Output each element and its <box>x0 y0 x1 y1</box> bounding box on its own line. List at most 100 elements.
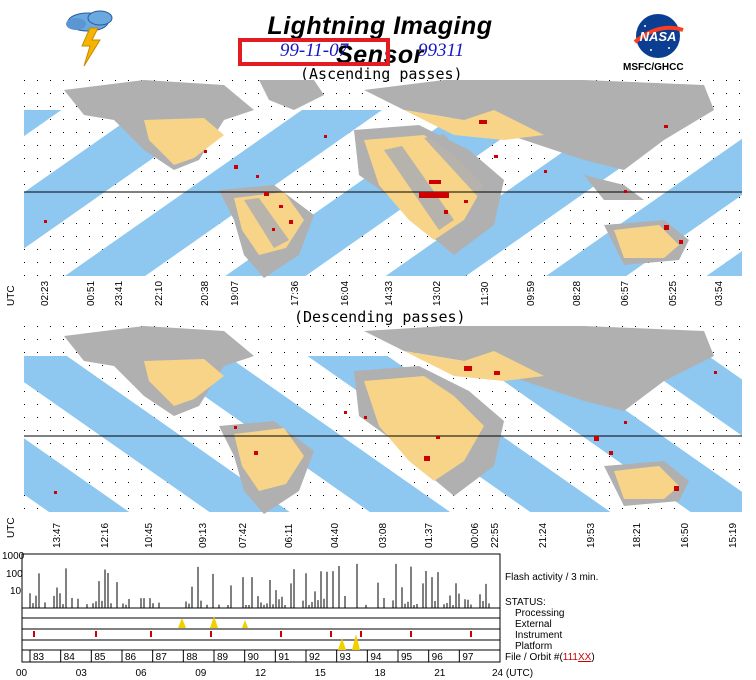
ascending-flashes <box>44 120 683 244</box>
y-ticks: 1000 100 10 <box>2 551 25 597</box>
orbit-label: 96 <box>432 652 444 663</box>
svg-text:11:30: 11:30 <box>480 281 491 306</box>
svg-text:19:53: 19:53 <box>586 523 597 548</box>
instrument-mark <box>410 631 412 637</box>
orbit-labels: 83 84 85 86 87 88 89 90 91 92 93 94 95 96 97 <box>29 650 474 663</box>
svg-text:18:21: 18:21 <box>632 523 643 548</box>
svg-text:00:06: 00:06 <box>470 523 481 548</box>
svg-text:16:50: 16:50 <box>680 523 691 548</box>
status-platform: Platform <box>515 641 552 652</box>
ascending-utc-label: UTC <box>6 285 17 306</box>
timeline-panel: 1000 100 10 83 84 85 86 87 88 89 90 91 92 93 94 95 96… <box>2 551 598 679</box>
svg-text:03:54: 03:54 <box>714 281 725 306</box>
hour-label: 24 (UTC) <box>492 668 533 679</box>
svg-text:22:55: 22:55 <box>490 523 501 548</box>
svg-text:00:51: 00:51 <box>86 281 97 306</box>
flash-activity-label: Flash activity / 3 min. <box>505 572 598 583</box>
instrument-mark <box>95 631 97 637</box>
svg-text:10: 10 <box>10 586 22 597</box>
svg-text:01:37: 01:37 <box>424 523 435 548</box>
instrument-mark <box>210 631 212 637</box>
svg-text:1000: 1000 <box>2 551 25 562</box>
status-label: STATUS: <box>505 597 546 608</box>
svg-text:09:59: 09:59 <box>526 281 537 306</box>
hour-label: 00 <box>16 668 28 679</box>
status-instrument: Instrument <box>515 630 562 641</box>
orbit-label: 91 <box>278 652 290 663</box>
instrument-mark <box>150 631 152 637</box>
page-title: Lightning Imaging Sensor <box>267 12 493 69</box>
orbit-label: 94 <box>370 652 382 663</box>
hour-label: 03 <box>76 668 88 679</box>
svg-text:06:11: 06:11 <box>284 523 295 548</box>
flash-activity-bars <box>29 563 490 608</box>
orbit-label: 83 <box>33 652 45 663</box>
orbit-label: 90 <box>248 652 260 663</box>
hour-label: 18 <box>375 668 387 679</box>
hour-label: 09 <box>195 668 207 679</box>
svg-text:04:40: 04:40 <box>330 523 341 548</box>
hour-label: 15 <box>315 668 327 679</box>
ascending-land-stripes <box>244 134 494 248</box>
svg-text:06:57: 06:57 <box>620 281 631 306</box>
hour-label: 12 <box>255 668 267 679</box>
instrument-mark <box>360 631 362 637</box>
hour-labels: 00 03 06 09 12 15 18 21 24 (UTC) <box>16 668 533 679</box>
svg-text:22:10: 22:10 <box>154 281 165 306</box>
orbit-label: 95 <box>401 652 413 663</box>
file-orbit-label: File / Orbit #(111XX) <box>505 652 595 663</box>
svg-text:13:47: 13:47 <box>52 523 63 548</box>
svg-text:10:45: 10:45 <box>144 523 155 548</box>
instrument-mark <box>470 631 472 637</box>
status-processing: Processing <box>515 608 564 619</box>
svg-text:21:24: 21:24 <box>538 523 549 548</box>
svg-text:05:25: 05:25 <box>668 281 679 306</box>
orbit-label: 87 <box>156 652 168 663</box>
day-of-year-label: 99311 <box>418 40 465 61</box>
orbit-label: 93 <box>340 652 352 663</box>
svg-text:07:42: 07:42 <box>238 523 249 548</box>
svg-text:19:07: 19:07 <box>230 281 241 306</box>
descending-map <box>24 326 742 514</box>
ascending-label: (Ascending passes) <box>300 65 463 83</box>
descending-flashes <box>54 366 717 494</box>
instrument-mark <box>330 631 332 637</box>
nasa-logo-text: NASA <box>640 29 677 44</box>
orbit-label: 84 <box>64 652 76 663</box>
descending-time-axis: UTC 13:47 12:16 10:45 09:13 07:42 06:11 … <box>6 517 739 548</box>
descending-label: (Descending passes) <box>294 308 466 326</box>
org-label: MSFC/GHCC <box>623 62 684 73</box>
svg-text:100: 100 <box>6 569 23 580</box>
ascending-time-axis: UTC 02:23 00:51 23:41 22:10 20:38 19:07 … <box>6 281 725 306</box>
nasa-logo-icon: NASA <box>629 12 687 60</box>
svg-text:13:02: 13:02 <box>432 281 443 306</box>
descending-observed <box>144 351 679 499</box>
date-highlight-box <box>238 38 390 66</box>
svg-text:12:16: 12:16 <box>100 523 111 548</box>
svg-text:08:28: 08:28 <box>572 281 583 306</box>
status-marks <box>33 616 472 650</box>
orbit-label: 97 <box>462 652 474 663</box>
orbit-label: 86 <box>125 652 137 663</box>
orbit-label: 88 <box>186 652 198 663</box>
instrument-mark <box>280 631 282 637</box>
ascending-times: 02:23 00:51 23:41 22:10 20:38 19:07 17:3… <box>40 281 725 306</box>
descending-utc-label: UTC <box>6 517 17 538</box>
svg-text:16:04: 16:04 <box>340 281 351 306</box>
orbit-label: 92 <box>309 652 321 663</box>
svg-text:23:41: 23:41 <box>114 281 125 306</box>
svg-text:03:08: 03:08 <box>378 523 389 548</box>
svg-text:09:13: 09:13 <box>198 523 209 548</box>
hour-label: 21 <box>434 668 446 679</box>
instrument-mark <box>33 631 35 637</box>
svg-text:14:33: 14:33 <box>384 281 395 306</box>
svg-text:17:36: 17:36 <box>290 281 301 306</box>
svg-text:02:23: 02:23 <box>40 281 51 306</box>
ascending-map <box>24 80 742 278</box>
lightning-cloud-icon <box>60 8 120 78</box>
svg-text:15:19: 15:19 <box>728 523 739 548</box>
orbit-label: 89 <box>217 652 229 663</box>
date-label: 99-11-07 <box>279 40 349 61</box>
svg-text:20:38: 20:38 <box>200 281 211 306</box>
orbit-label: 85 <box>94 652 106 663</box>
